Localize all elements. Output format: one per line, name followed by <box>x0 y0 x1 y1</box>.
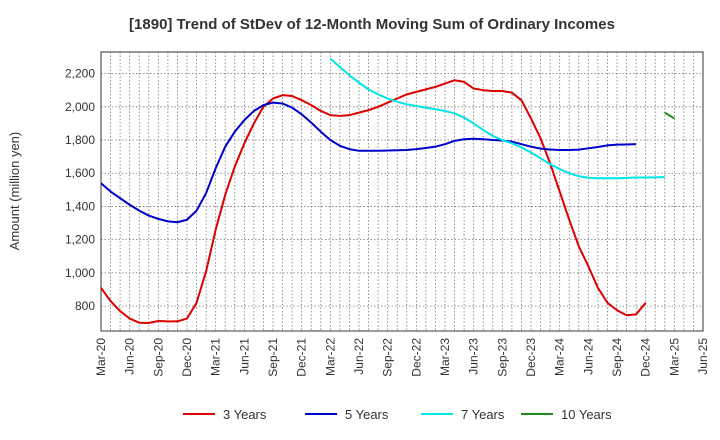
series-line-3-years <box>100 79 647 325</box>
x-tick-label: Jun-22 <box>352 338 366 375</box>
x-tick-label: Sep-23 <box>495 338 509 377</box>
x-tick-label: Jun-24 <box>581 338 595 375</box>
x-tick-label: Dec-20 <box>180 338 194 377</box>
y-tick-label: 1,600 <box>65 166 95 180</box>
x-tick-label: Jun-20 <box>123 338 137 375</box>
y-tick-label: 800 <box>75 299 95 313</box>
x-tick-label: Mar-23 <box>438 338 452 376</box>
x-tick-label: Jun-25 <box>696 338 710 375</box>
x-tick-label: Sep-24 <box>610 338 624 377</box>
y-tick-label: 1,000 <box>65 266 95 280</box>
plot-area: 800 1,000 1,200 1,400 1,600 1,800 2,000 2,200 Ma… <box>65 51 710 377</box>
y-tick-label: 1,400 <box>65 199 95 213</box>
legend-label: 7 Years <box>461 407 505 422</box>
x-tick-label: Dec-23 <box>524 338 538 377</box>
x-tick-label: Sep-20 <box>151 338 165 377</box>
x-tick-label: Sep-21 <box>266 338 280 377</box>
series-line-7-years <box>329 57 665 180</box>
x-tick-label: Jun-23 <box>467 338 481 375</box>
y-tick-label: 1,800 <box>65 133 95 147</box>
x-tick-label: Dec-21 <box>295 338 309 377</box>
x-tick-label: Mar-25 <box>667 338 681 376</box>
chart-title: [1890] Trend of StDev of 12-Month Moving… <box>129 16 615 33</box>
x-tick-label: Mar-21 <box>209 338 223 376</box>
y-tick-label: 2,000 <box>65 100 95 114</box>
x-tick-label: Mar-20 <box>94 338 108 376</box>
legend-label: 5 Years <box>345 407 389 422</box>
legend: 3 Years 5 Years 7 Years 10 Years <box>183 407 612 422</box>
plot-frame <box>100 51 704 332</box>
x-tick-label: Dec-22 <box>409 338 423 377</box>
y-axis-label: Amount (million yen) <box>7 132 22 251</box>
x-tick-label: Sep-22 <box>381 338 395 377</box>
y-tick-label: 2,200 <box>65 67 95 81</box>
legend-label: 10 Years <box>561 407 612 422</box>
plot-background <box>101 52 703 331</box>
x-tick-label: Dec-24 <box>639 338 653 377</box>
series-line-5-years <box>100 101 637 224</box>
series-line-10-years <box>664 111 675 120</box>
y-tick-label: 1,200 <box>65 233 95 247</box>
x-tick-label: Mar-22 <box>323 338 337 376</box>
x-tick-label: Jun-21 <box>237 338 251 375</box>
legend-label: 3 Years <box>223 407 267 422</box>
x-tick-label: Mar-24 <box>553 338 567 376</box>
